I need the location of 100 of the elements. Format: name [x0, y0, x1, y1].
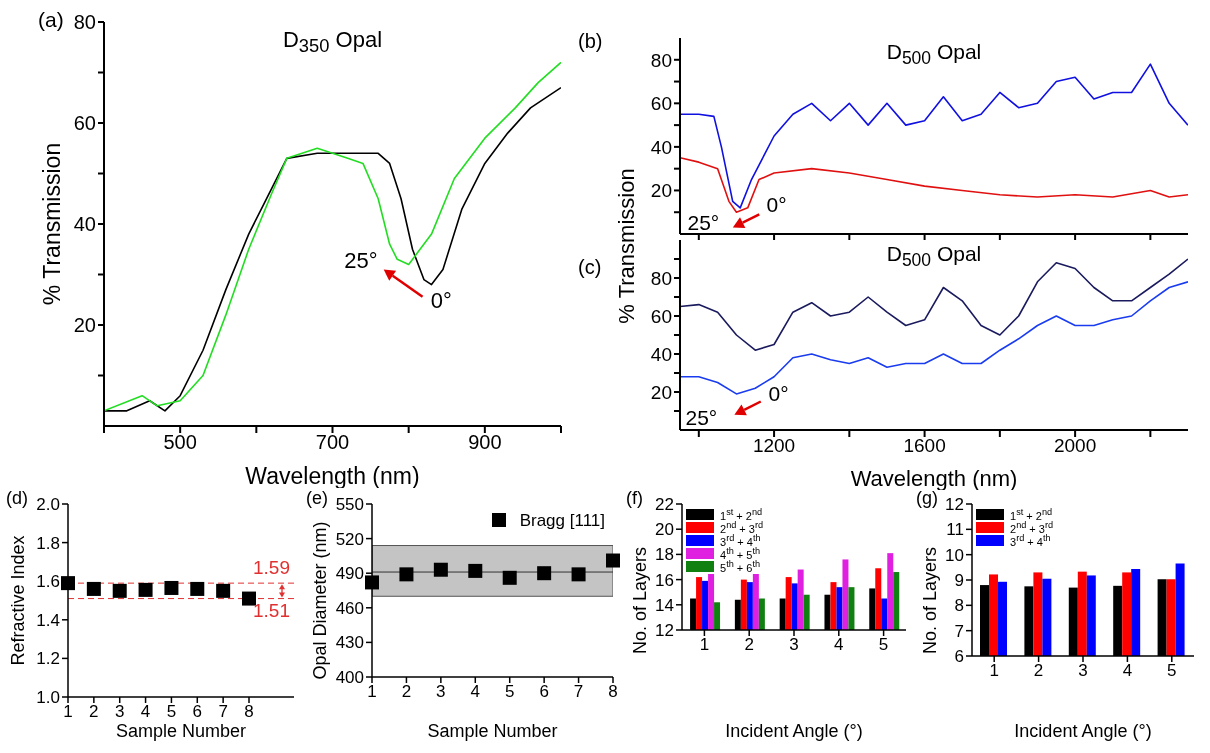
legend-label: 1$^{st}$ + 2$^{nd}$ — [1010, 506, 1053, 522]
x-tick-label: 7 — [218, 702, 228, 722]
point — [86, 581, 101, 596]
y-tick-label: 12 — [655, 621, 674, 641]
point — [606, 553, 620, 568]
y-axis-title: No. of Layers — [920, 546, 940, 655]
y-tick-label: 20 — [650, 381, 672, 403]
annotation: 0° — [768, 381, 789, 405]
text: (a) — [38, 8, 64, 32]
y-tick-label: 520 — [335, 529, 364, 549]
x-tick-label: 700 — [315, 431, 350, 454]
y-axis-title: No. of Layers — [630, 546, 650, 655]
x-tick-label: 500 — [163, 431, 197, 454]
x-tick-label: 1200 — [752, 435, 796, 457]
x-tick-label: 2 — [1033, 661, 1044, 681]
x-tick-label: 6 — [192, 702, 203, 722]
y-tick-label: 1.6 — [36, 572, 60, 592]
x-tick-label: 3 — [1078, 661, 1088, 681]
x-tick-label: 4 — [834, 635, 844, 655]
point — [433, 562, 448, 577]
y-tick-label: 80 — [650, 49, 672, 71]
legend-label: 5$^{th}$ + 6$^{th}$ — [720, 558, 761, 574]
text: (e) — [306, 488, 328, 509]
point — [399, 567, 414, 582]
x-tick-label: 2 — [89, 702, 99, 722]
ref-line-label: 1.59 — [253, 557, 290, 579]
x-axis-title: Sample Number — [115, 721, 247, 741]
x-tick-label: 2 — [744, 635, 754, 655]
x-tick-label: 5 — [1167, 661, 1177, 681]
x-tick-label: 900 — [468, 431, 502, 454]
chart-title: D$_{350}$ Opal — [281, 27, 384, 57]
y-tick-label: 60 — [73, 112, 96, 135]
legend-label: Bragg [111] — [519, 510, 605, 530]
y-tick-label: 1.8 — [36, 533, 60, 553]
x-axis-title: Incident Angle (°) — [1014, 721, 1152, 741]
y-tick-label: 1.4 — [36, 610, 60, 630]
y-tick-label: 40 — [73, 213, 96, 236]
x-tick-label: 1600 — [903, 435, 946, 457]
y-tick-label: 80 — [73, 11, 96, 34]
x-axis-title: Wavelength (nm) — [850, 466, 1018, 491]
x-tick-label: 1 — [367, 682, 377, 702]
y-tick-label: 22 — [655, 495, 674, 515]
line-series — [680, 156, 1188, 214]
x-tick-label: 8 — [608, 682, 618, 702]
y-tick-label: 430 — [335, 633, 364, 653]
y-tick-label: 11 — [946, 520, 964, 540]
x-tick-label: 4 — [1122, 661, 1133, 681]
y-tick-label: 18 — [655, 545, 674, 565]
annotation: 25° — [687, 210, 720, 234]
y-tick-label: 400 — [335, 668, 364, 688]
chart-title: D$_{500}$ Opal — [885, 242, 983, 271]
y-tick-label: 60 — [650, 305, 672, 327]
text: (g) — [916, 488, 938, 509]
x-axis-title: Incident Angle (°) — [725, 721, 863, 741]
point — [468, 563, 483, 578]
x-tick-label: 1 — [63, 702, 73, 722]
annotation: 25° — [685, 406, 718, 430]
point — [242, 591, 256, 606]
y-tick-label: 12 — [945, 495, 964, 515]
y-tick-label: 16 — [655, 570, 674, 590]
x-tick-label: 4 — [470, 682, 481, 702]
text: (c) — [578, 256, 602, 279]
legend-label: 4$^{th}$ + 5$^{th}$ — [720, 545, 761, 561]
x-tick-label: 2 — [401, 682, 412, 702]
legend-label: 1$^{st}$ + 2$^{nd}$ — [720, 506, 763, 522]
x-tick-label: 3 — [114, 702, 125, 722]
y-tick-label: 7 — [954, 621, 964, 641]
y-tick-label: 80 — [650, 267, 672, 289]
x-tick-label: 5 — [166, 702, 177, 722]
y-tick-label: 9 — [954, 571, 964, 591]
annotation: 25° — [344, 247, 378, 273]
x-tick-label: 3 — [436, 682, 446, 702]
x-tick-label: 7 — [573, 682, 584, 702]
legend-label: 3$^{rd}$ + 4$^{th}$ — [720, 532, 761, 548]
y-tick-label: 490 — [335, 564, 364, 584]
y-axis-title: Refractive Index — [8, 535, 28, 666]
annotation: 0° — [766, 193, 787, 217]
y-tick-label: 14 — [655, 595, 674, 615]
y-tick-label: 40 — [650, 343, 672, 365]
y-tick-label: 40 — [650, 136, 672, 158]
x-axis-title: Sample Number — [427, 721, 558, 741]
ref-line-label: 1.51 — [253, 600, 290, 622]
y-tick-label: 8 — [954, 596, 964, 616]
x-tick-label: 4 — [140, 702, 151, 722]
y-tick-label: 1.2 — [36, 649, 60, 669]
y-tick-label: 460 — [335, 598, 364, 618]
x-tick-label: 1 — [699, 635, 710, 655]
point — [537, 566, 552, 581]
y-tick-label: 20 — [73, 314, 96, 337]
legend-label: 2$^{nd}$ + 3$^{rd}$ — [720, 519, 764, 535]
y-axis-title: Opal Diameter (nm) — [310, 521, 330, 680]
y-tick-label: 1.0 — [36, 688, 60, 708]
point — [216, 583, 231, 598]
x-tick-label: 1 — [989, 661, 999, 681]
y-tick-label: 550 — [335, 495, 364, 515]
point — [365, 575, 379, 590]
y-axis-title: % Transmission — [613, 168, 639, 324]
text: (b) — [578, 30, 603, 53]
point — [112, 583, 127, 598]
text: (d) — [6, 488, 28, 509]
